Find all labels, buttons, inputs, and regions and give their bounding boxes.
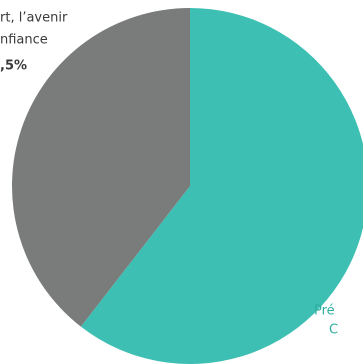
slice-label: Pré [314,304,335,319]
pie-slice [11,8,190,327]
slice-label: ,5% [0,59,27,74]
pie-slice [80,8,363,364]
slice-label: C [329,323,338,338]
slice-label: rt, l’avenir [0,11,68,26]
slice-label: nfiance [0,33,48,48]
